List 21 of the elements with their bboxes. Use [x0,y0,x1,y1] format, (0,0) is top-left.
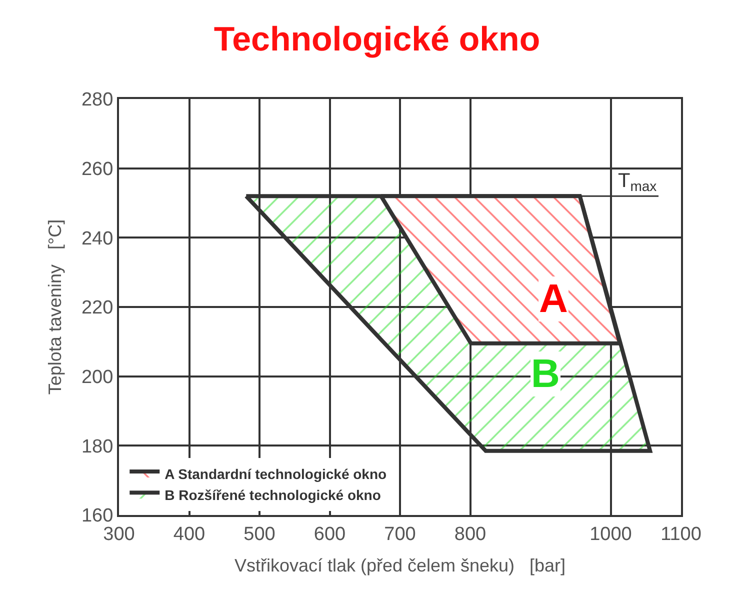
y-tick-label: 240 [81,228,114,250]
y-tick-label: 260 [81,158,114,180]
legend-label: B Rozšířené technologické okno [164,487,381,504]
y-tick-label: 180 [81,436,114,458]
y-axis-title: Teplota taveniny [°C] [45,219,66,395]
legend-label: A Standardní technologické okno [164,466,387,482]
x-tick-label: 1000 [590,524,632,545]
x-tick-label: 700 [384,524,416,545]
x-tick-label: 800 [454,524,486,545]
y-tick-label: 200 [81,366,114,388]
annotation: A [539,277,568,321]
annotation: B [531,352,560,396]
chart-title: Technologické okno [214,20,540,58]
ref-line-label: T$_{max}$ [618,170,657,194]
x-tick-label: 600 [314,524,346,545]
y-tick-label: 220 [81,298,114,319]
x-axis-title: Vstřikovací tlak (před čelem šneku) [bar] [234,555,566,576]
x-tick-label: 500 [244,524,276,545]
y-tick-label: 280 [81,90,114,111]
x-tick-label: 1100 [660,524,702,545]
x-tick-label: 400 [173,524,206,545]
